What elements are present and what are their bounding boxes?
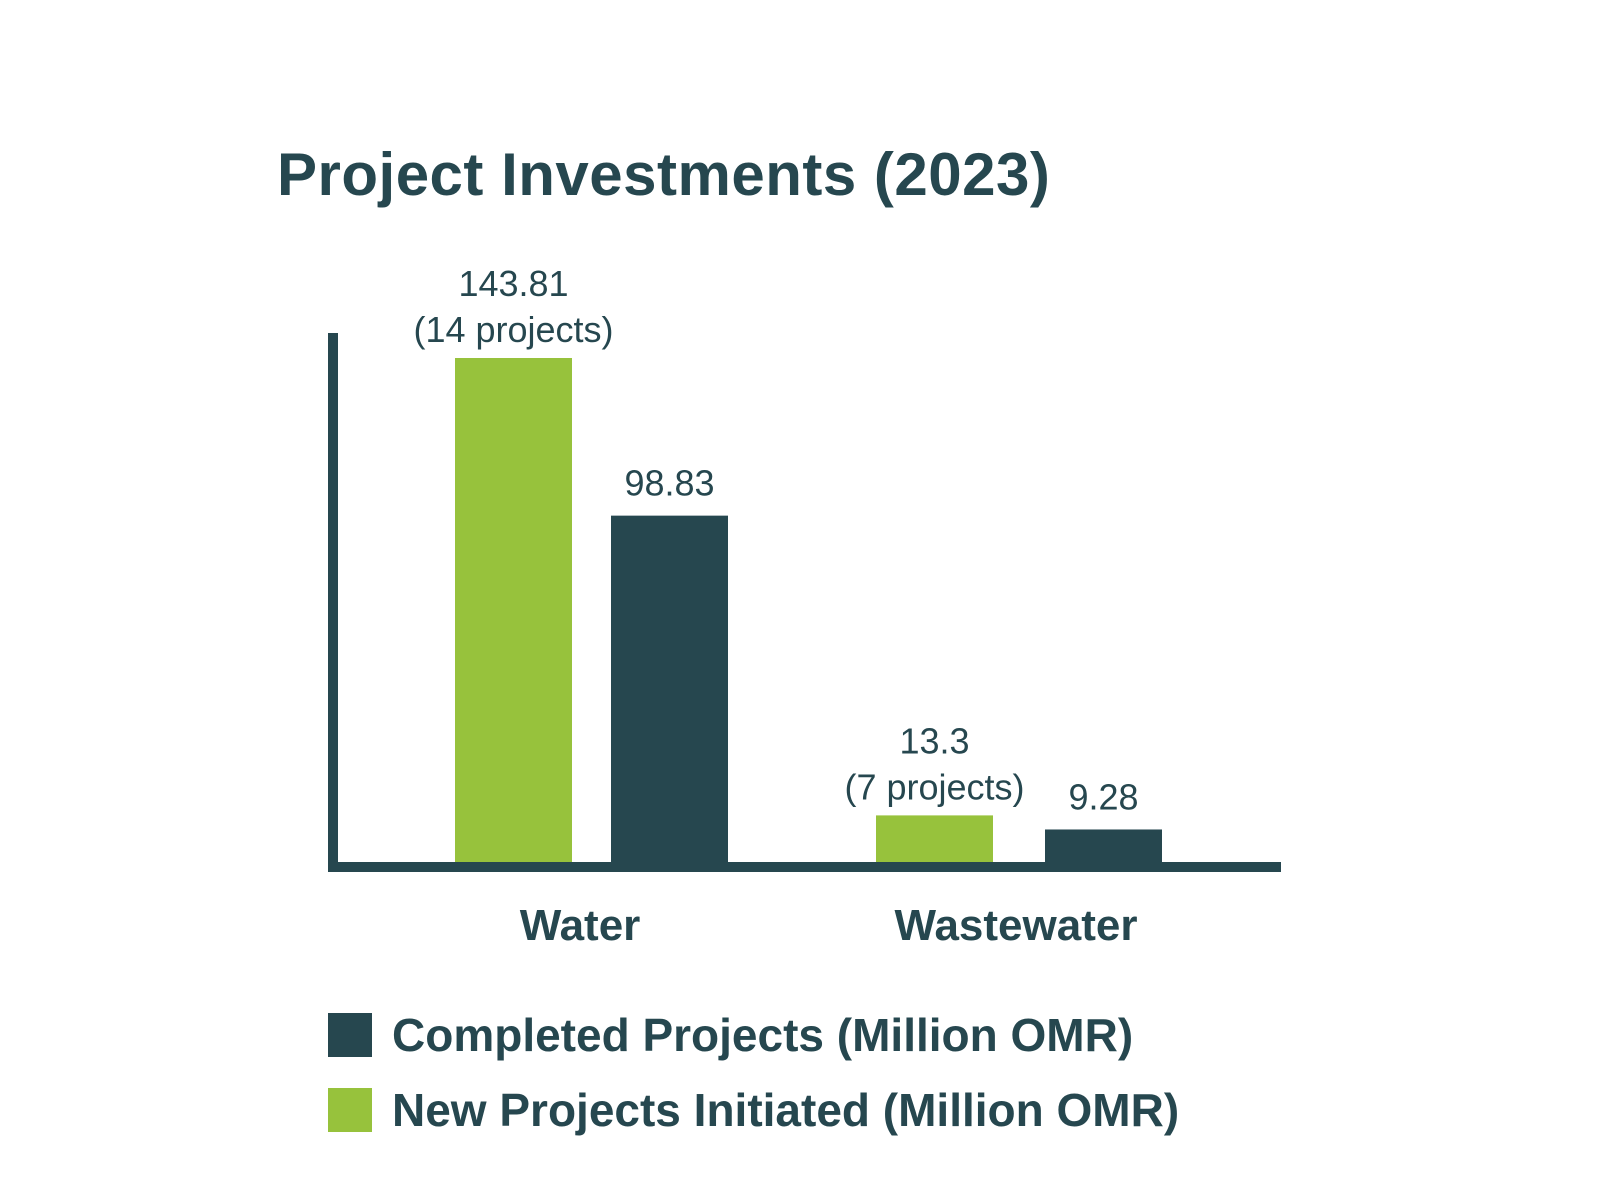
legend-item-completed: Completed Projects (Million OMR) <box>328 1008 1133 1062</box>
legend-swatch-new <box>328 1088 372 1132</box>
chart-title: Project Investments (2023) <box>277 141 1051 208</box>
legend-label-new: New Projects Initiated (Million OMR) <box>392 1084 1180 1136</box>
legend-item-new: New Projects Initiated (Million OMR) <box>328 1083 1179 1137</box>
data-label-value: 13.3 <box>899 720 969 761</box>
bar-water-new <box>455 358 572 862</box>
legend-label-completed: Completed Projects (Million OMR) <box>392 1009 1134 1061</box>
data-label-value: 98.83 <box>624 463 714 504</box>
x-tick-label-wastewater: Wastewater <box>895 901 1138 950</box>
bar-wastewater-completed <box>1045 829 1162 862</box>
bar-wastewater-new <box>876 815 993 862</box>
legend-swatch-completed <box>328 1013 372 1057</box>
data-label-value: 143.81 <box>458 263 568 304</box>
bar-water-completed <box>611 515 728 862</box>
x-tick-label-water: Water <box>520 901 641 950</box>
data-label-projects: (7 projects) <box>844 766 1024 807</box>
data-label-projects: (14 projects) <box>413 309 613 350</box>
data-label-value: 9.28 <box>1068 776 1138 817</box>
